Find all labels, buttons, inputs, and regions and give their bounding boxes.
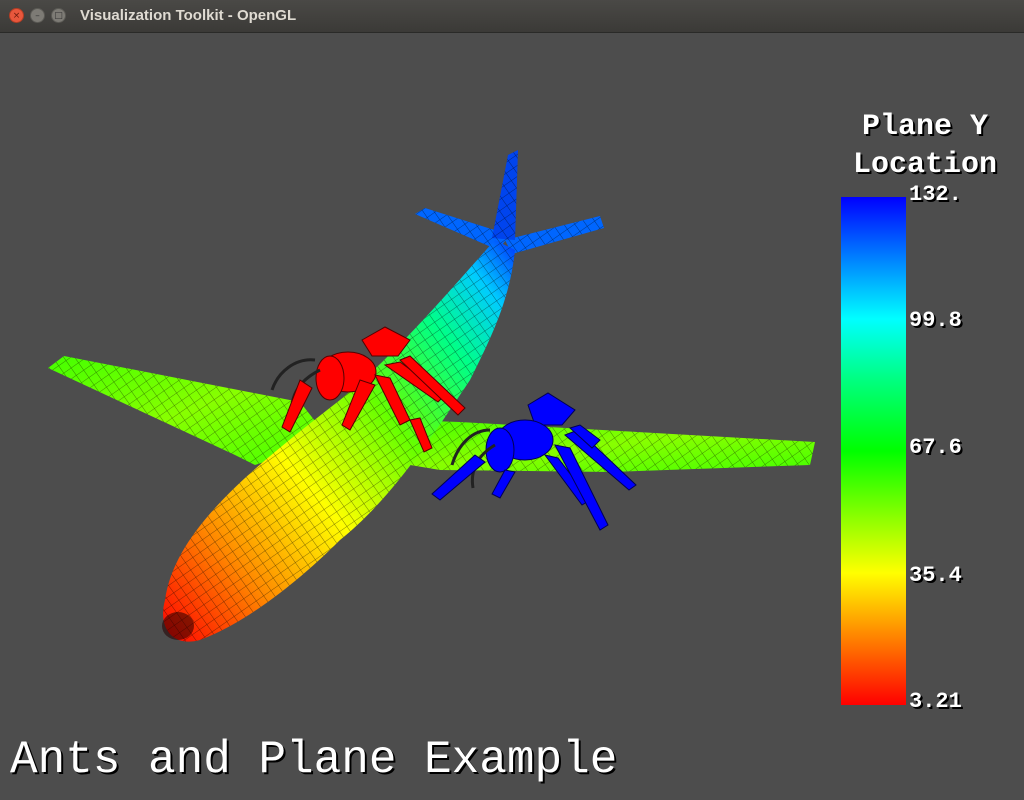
scalar-bar-title: Plane Y Location (830, 108, 1020, 184)
scalar-bar-title-line2: Location (852, 148, 998, 182)
scalar-bar-label-99-8: 99.8 (909, 308, 962, 333)
scalar-bar-label-132: 132. (909, 182, 962, 207)
minimize-icon: – (35, 11, 40, 21)
maximize-button[interactable]: □ (51, 8, 66, 23)
close-icon: × (12, 11, 21, 21)
red-ant (270, 326, 466, 453)
window-titlebar: × – □ Visualization Toolkit - OpenGL (0, 0, 1024, 33)
scalar-bar-label-35-4: 35.4 (909, 563, 962, 588)
close-button[interactable]: × (9, 8, 24, 23)
plane-model (48, 150, 815, 642)
3d-scene[interactable] (0, 33, 1024, 800)
scalar-bar-colorbar (841, 197, 906, 705)
scalar-bar-label-67-6: 67.6 (909, 435, 962, 460)
scalar-bar-label-3-21: 3.21 (909, 689, 962, 714)
scalar-bar-title-line1: Plane Y (861, 110, 989, 144)
maximize-icon: □ (54, 11, 63, 21)
window-title: Visualization Toolkit - OpenGL (80, 7, 297, 24)
scene-caption: Ants and Plane Example (10, 734, 618, 786)
nose-cone (162, 612, 194, 640)
blue-ant (431, 392, 637, 531)
minimize-button[interactable]: – (30, 8, 45, 23)
